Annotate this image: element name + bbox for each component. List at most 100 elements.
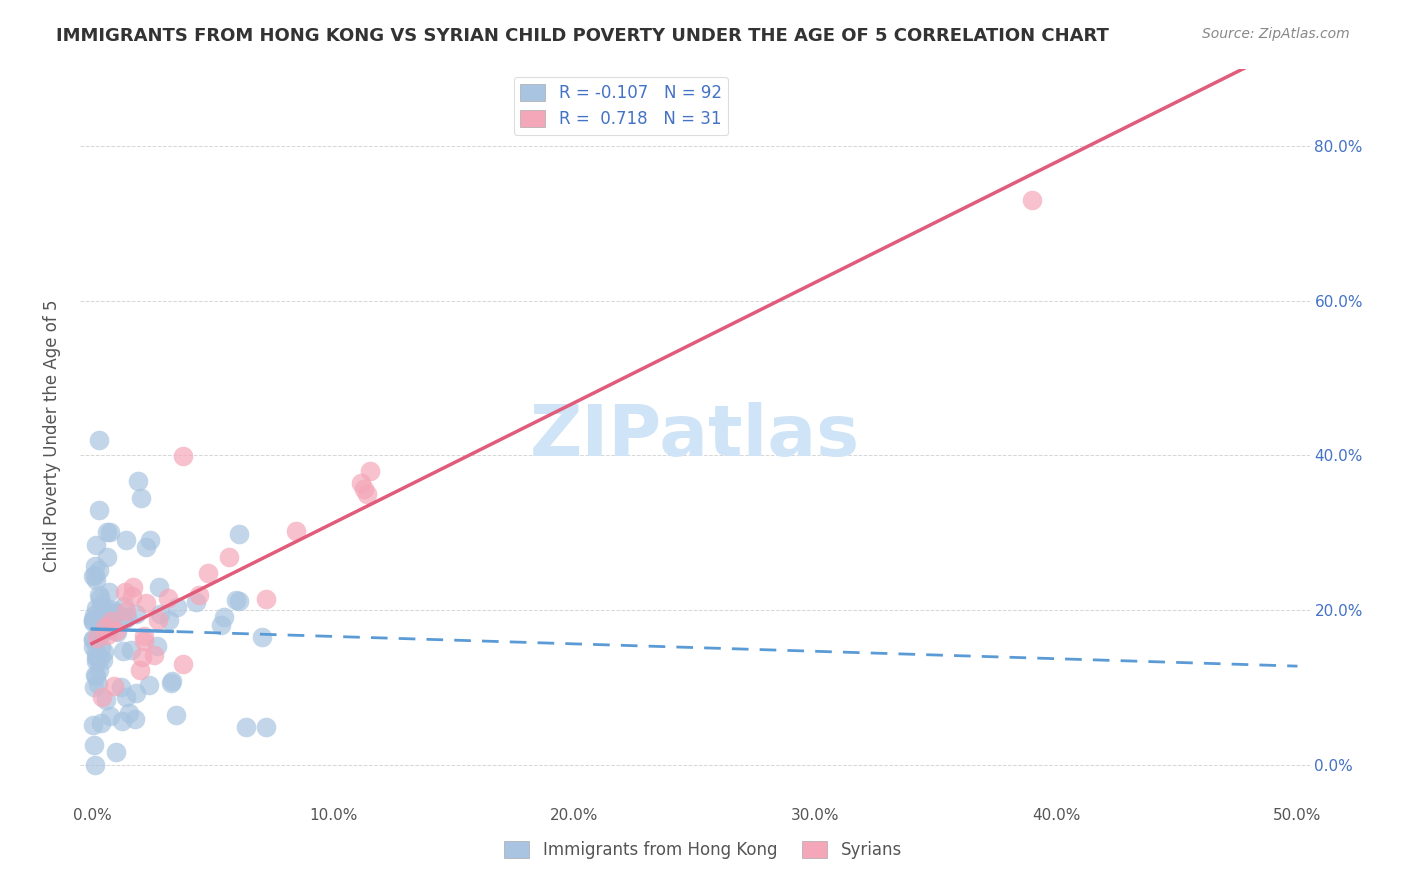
Point <box>129 491 152 505</box>
Point <box>166 599 188 614</box>
Text: Source: ZipAtlas.com: Source: ZipAtlas.com <box>1202 27 1350 41</box>
Point <box>93 645 115 659</box>
Point <box>83 608 105 623</box>
Point <box>157 613 180 627</box>
Point <box>98 621 121 635</box>
Point <box>104 746 127 760</box>
Point <box>83 680 105 694</box>
Point <box>132 634 155 648</box>
Point <box>98 615 121 630</box>
Text: IMMIGRANTS FROM HONG KONG VS SYRIAN CHILD POVERTY UNDER THE AGE OF 5 CORRELATION: IMMIGRANTS FROM HONG KONG VS SYRIAN CHIL… <box>56 27 1109 45</box>
Point <box>110 714 132 728</box>
Point <box>132 629 155 643</box>
Point <box>115 533 138 547</box>
Point <box>87 676 110 690</box>
Point <box>90 598 112 612</box>
Point <box>114 604 136 618</box>
Point <box>122 580 145 594</box>
Point <box>1021 193 1043 207</box>
Point <box>104 607 127 621</box>
Point <box>284 524 307 538</box>
Point <box>228 594 250 608</box>
Point <box>114 585 136 599</box>
Point <box>84 669 107 683</box>
Point <box>98 524 121 539</box>
Point <box>94 693 117 707</box>
Point <box>82 568 104 582</box>
Point <box>96 628 118 642</box>
Point <box>89 651 111 665</box>
Point <box>356 487 378 501</box>
Point <box>157 591 180 606</box>
Point <box>120 643 142 657</box>
Point <box>105 624 128 639</box>
Point <box>98 709 121 723</box>
Point <box>112 643 135 657</box>
Point <box>96 550 118 565</box>
Point <box>94 605 117 619</box>
Point <box>96 525 118 540</box>
Point <box>212 610 235 624</box>
Point <box>254 720 277 734</box>
Point <box>86 632 108 646</box>
Y-axis label: Child Poverty Under the Age of 5: Child Poverty Under the Age of 5 <box>44 300 60 573</box>
Point <box>87 588 110 602</box>
Point <box>103 607 125 621</box>
Point <box>84 568 107 582</box>
Point <box>98 615 121 630</box>
Point <box>83 667 105 681</box>
Point <box>82 640 104 654</box>
Point <box>84 645 107 659</box>
Point <box>84 650 107 665</box>
Point <box>218 550 240 565</box>
Legend: Immigrants from Hong Kong, Syrians: Immigrants from Hong Kong, Syrians <box>498 834 908 866</box>
Point <box>89 433 111 447</box>
Point <box>125 686 148 700</box>
Point <box>110 680 132 694</box>
Point <box>138 677 160 691</box>
Point <box>148 581 170 595</box>
Point <box>84 654 107 668</box>
Point <box>124 712 146 726</box>
Point <box>86 632 108 646</box>
Text: ZIPatlas: ZIPatlas <box>530 401 859 471</box>
Point <box>129 663 152 677</box>
Point <box>148 607 170 622</box>
Point <box>82 615 104 629</box>
Point <box>228 526 250 541</box>
Point <box>353 482 375 496</box>
Point <box>84 758 107 772</box>
Point <box>160 673 183 688</box>
Point <box>103 680 125 694</box>
Point <box>82 633 104 648</box>
Point <box>94 623 117 637</box>
Point <box>91 625 114 640</box>
Point <box>112 599 135 613</box>
Point <box>142 648 165 663</box>
Point <box>135 596 157 610</box>
Point <box>87 663 110 677</box>
Point <box>124 607 146 622</box>
Point <box>105 624 128 639</box>
Point <box>87 563 110 577</box>
Point <box>131 650 153 665</box>
Point <box>84 601 107 615</box>
Point <box>350 475 373 490</box>
Point <box>160 675 183 690</box>
Point <box>84 573 107 587</box>
Point <box>172 657 194 671</box>
Point <box>89 591 111 605</box>
Point <box>90 716 112 731</box>
Point <box>127 474 149 488</box>
Point <box>89 622 111 636</box>
Point <box>82 632 104 647</box>
Point <box>146 613 169 627</box>
Point <box>165 708 187 723</box>
Point <box>115 690 138 704</box>
Point <box>84 538 107 552</box>
Point <box>91 653 114 667</box>
Point <box>94 620 117 634</box>
Point <box>90 640 112 655</box>
Point <box>83 738 105 752</box>
Point <box>235 720 257 734</box>
